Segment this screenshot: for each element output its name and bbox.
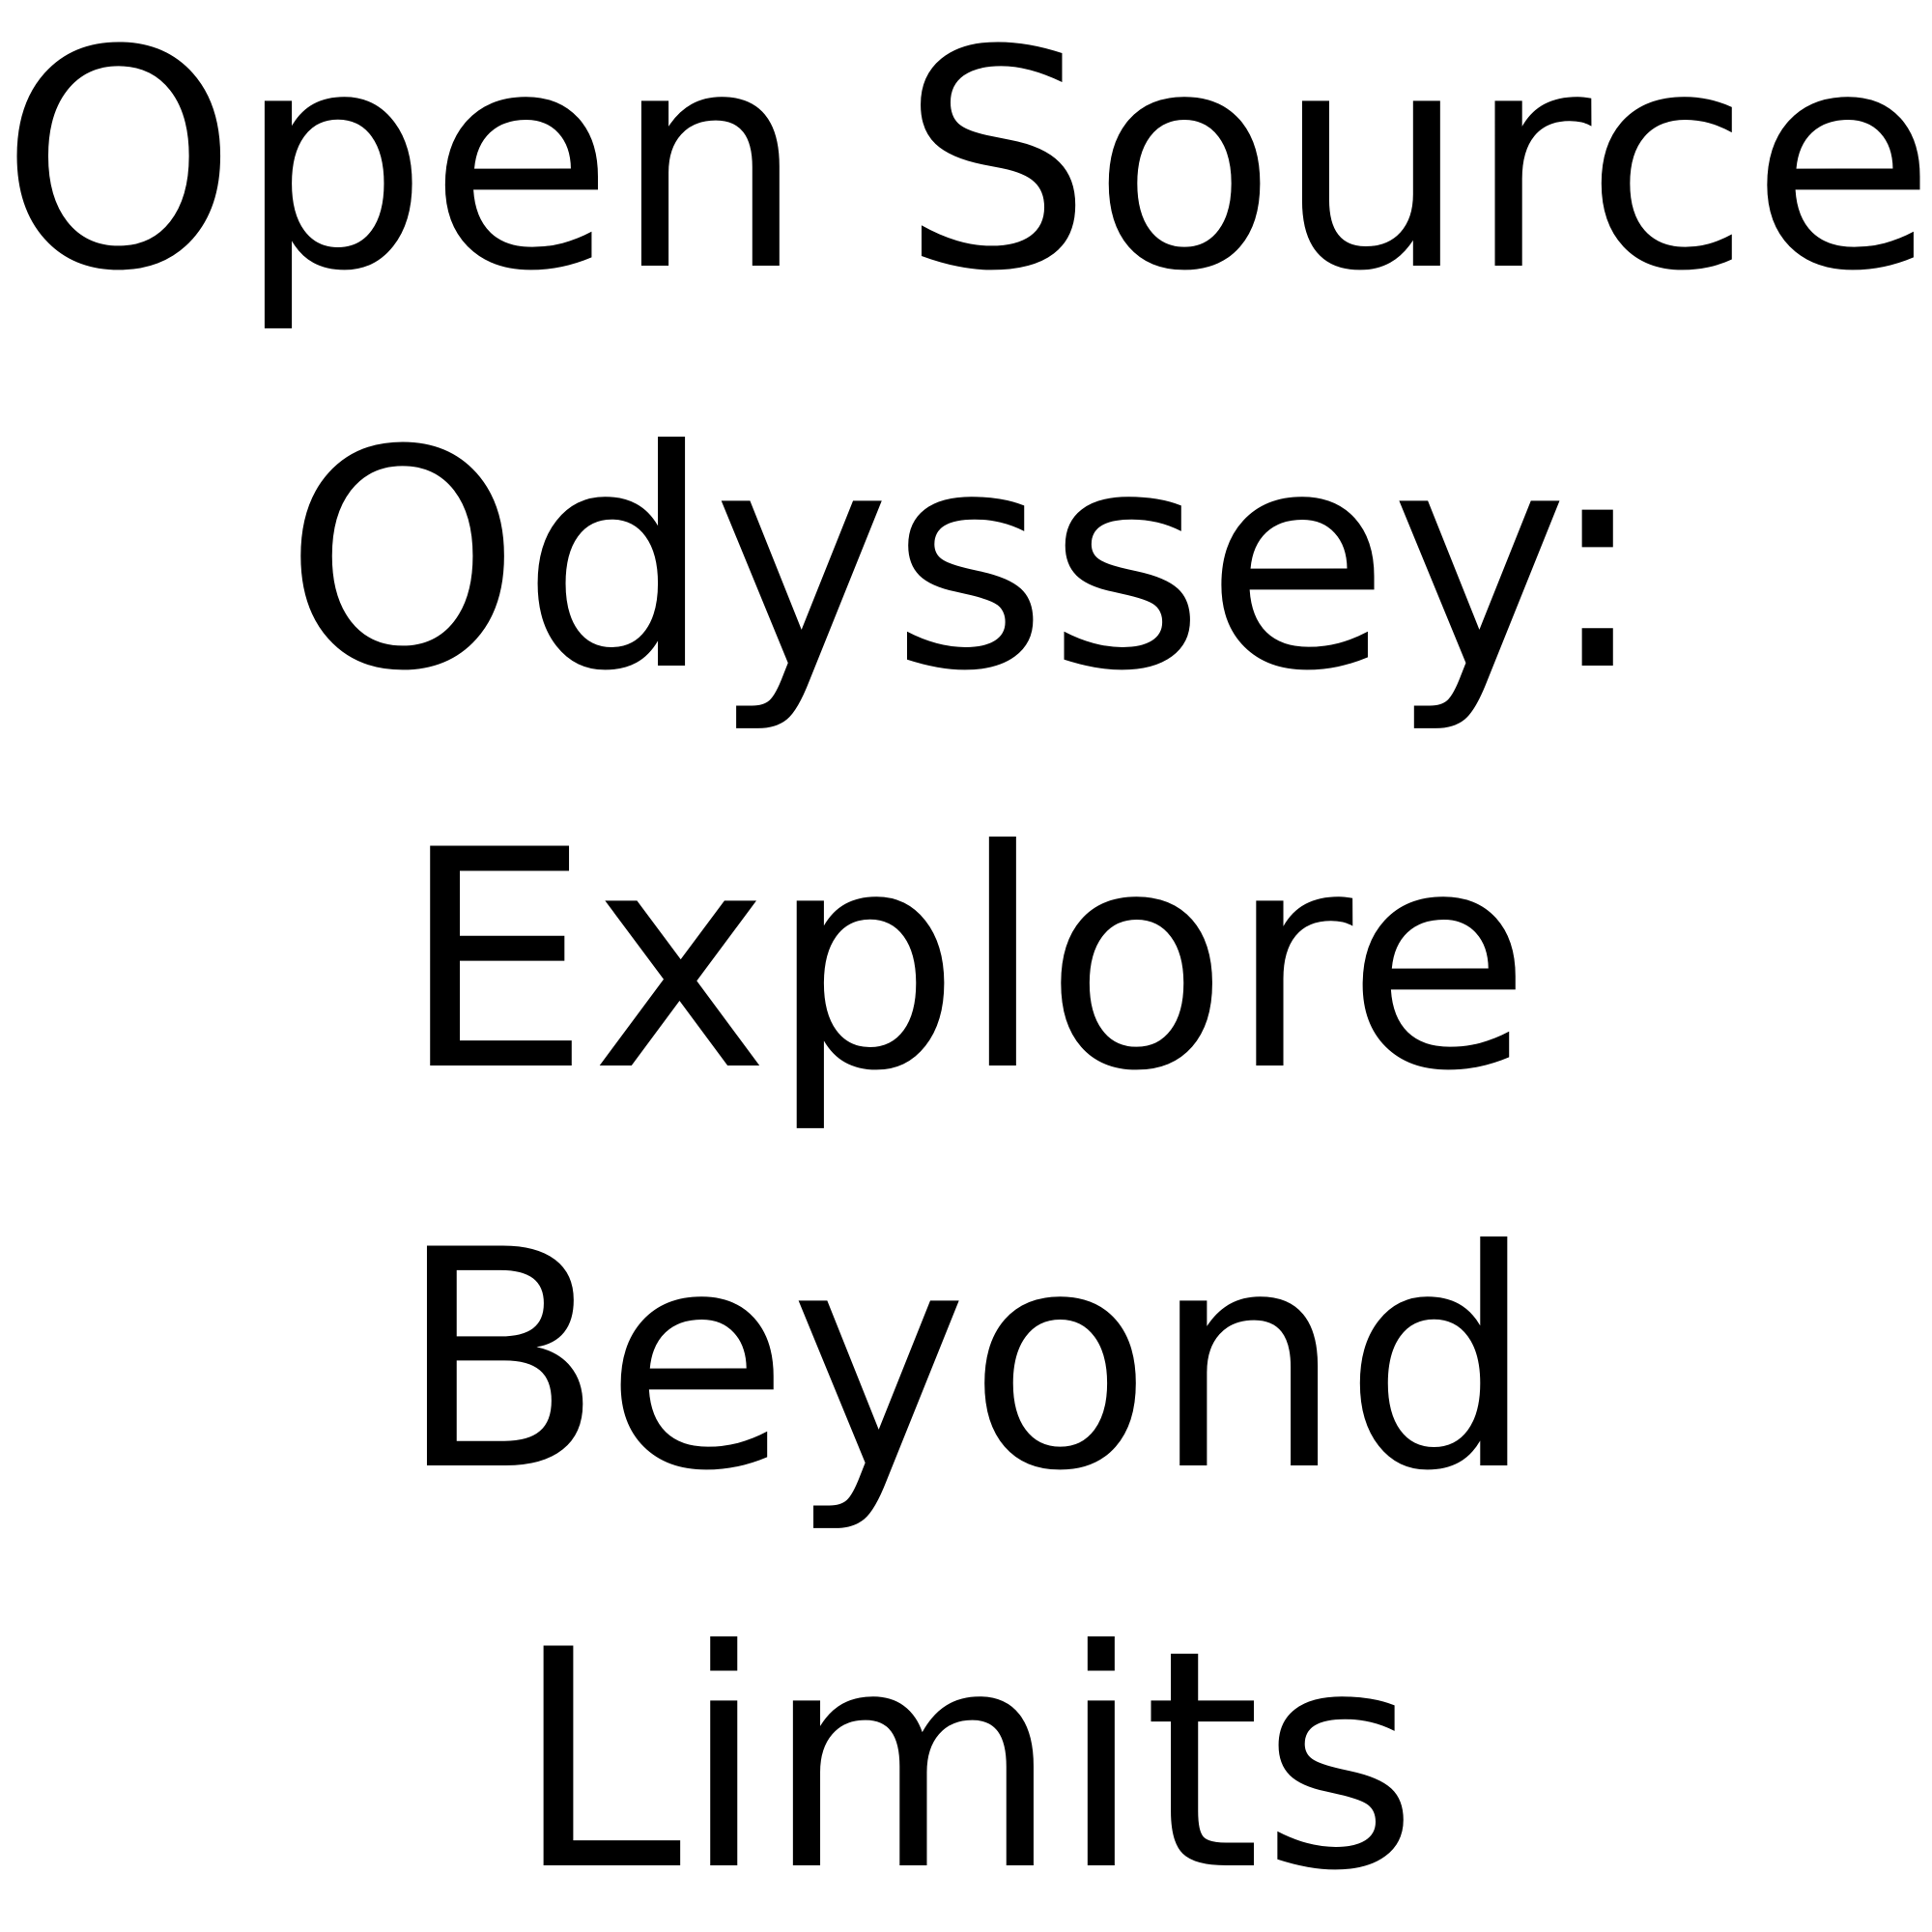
title-line-3: Explore (400, 785, 1532, 1137)
title-line-2: Odyssey: (283, 385, 1649, 737)
title-line-4: Beyond (397, 1185, 1535, 1537)
title-line-1: Open Source (0, 0, 1932, 337)
title-line-5: Limits (514, 1585, 1418, 1932)
